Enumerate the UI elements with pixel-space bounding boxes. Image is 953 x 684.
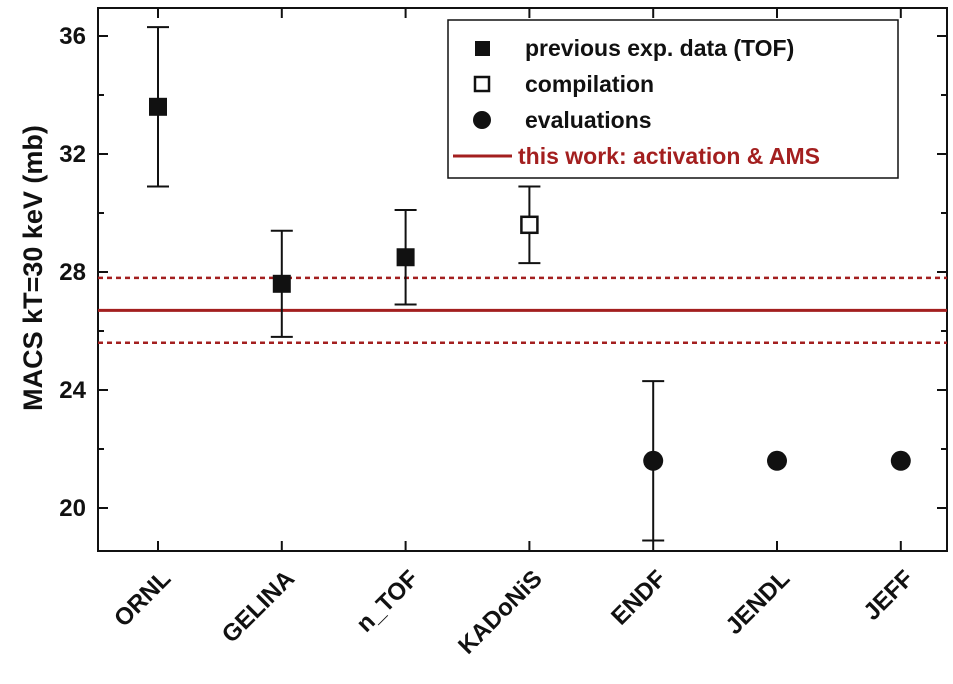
x-tick-label: JENDL (721, 565, 796, 640)
legend-marker-filled-square (475, 41, 490, 56)
legend-label-tof: previous exp. data (TOF) (525, 35, 794, 61)
x-tick-label: n_TOF (351, 565, 424, 638)
x-tick-label: ENDF (606, 565, 671, 630)
legend-label-compilation: compilation (525, 71, 654, 97)
legend-marker-circle (473, 111, 491, 129)
plot-frame (97, 7, 948, 552)
data-point-kadonis (520, 215, 539, 235)
data-point-jendl (767, 450, 787, 471)
legend: previous exp. data (TOF) compilation eva… (447, 19, 899, 179)
y-tick-label: 24 (59, 377, 86, 404)
y-tick-label: 20 (59, 495, 86, 522)
y-axis-title: MACS kT=30 keV (mb) (18, 125, 48, 411)
data-point-n_tof (396, 248, 415, 267)
data-point-endf (643, 450, 664, 471)
data-point-jeff (890, 450, 911, 471)
x-tick-label: JEFF (858, 565, 919, 626)
legend-box (447, 19, 899, 179)
x-tick-label: GELINA (217, 565, 300, 648)
y-axis: 20 24 28 32 36 (59, 23, 947, 522)
legend-label-evaluations: evaluations (525, 107, 652, 133)
data-point-ornl (149, 97, 167, 116)
data-points (147, 26, 911, 542)
y-tick-label: 32 (59, 141, 86, 168)
y-tick-label: 36 (59, 23, 86, 50)
x-tick-label: ORNL (109, 565, 176, 632)
data-point-gelina (272, 274, 291, 293)
x-tick-label: KADoNiS (453, 565, 548, 660)
legend-label-this-work: this work: activation & AMS (518, 143, 820, 169)
legend-marker-open-square (473, 75, 491, 93)
y-tick-label: 28 (59, 259, 86, 286)
reference-lines (98, 276, 947, 345)
